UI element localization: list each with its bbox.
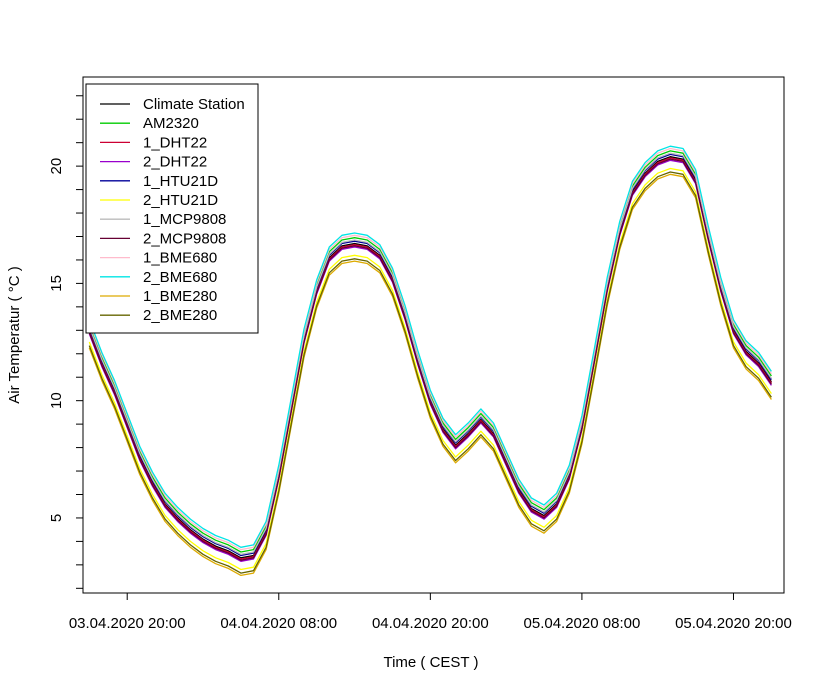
series-line-7 bbox=[88, 158, 772, 561]
legend-label: 1_BME680 bbox=[143, 250, 217, 267]
legend-label: 1_DHT22 bbox=[143, 134, 207, 151]
series-line-10 bbox=[88, 173, 772, 577]
legend-label: 2_BME680 bbox=[143, 269, 217, 286]
legend-label: 2_DHT22 bbox=[143, 154, 207, 171]
series-line-11 bbox=[88, 171, 772, 574]
y-axis-label: Air Temperatur ( °C ) bbox=[6, 266, 23, 403]
legend-label: 1_HTU21D bbox=[143, 173, 218, 190]
y-tick-label: 15 bbox=[48, 275, 65, 292]
legend-label: 2_MCP9808 bbox=[143, 230, 226, 247]
y-tick-label: 20 bbox=[48, 158, 65, 175]
series-line-6 bbox=[88, 152, 772, 555]
x-tick-label: 05.04.2020 08:00 bbox=[524, 615, 641, 632]
series-line-1 bbox=[88, 150, 772, 553]
y-axis: 5 10 15 20 bbox=[48, 95, 83, 589]
legend-label: Climate Station bbox=[143, 96, 245, 113]
series-line-9 bbox=[88, 145, 772, 548]
legend-label: 1_MCP9808 bbox=[143, 211, 226, 228]
legend-label: 1_BME280 bbox=[143, 288, 217, 305]
series-line-5 bbox=[88, 167, 772, 571]
series-layer bbox=[88, 145, 772, 577]
x-tick-label: 04.04.2020 08:00 bbox=[220, 615, 337, 632]
legend-label: 2_HTU21D bbox=[143, 192, 218, 209]
legend-label: AM2320 bbox=[143, 115, 199, 132]
series-line-8 bbox=[88, 147, 772, 551]
x-axis-label: Time ( CEST ) bbox=[383, 654, 478, 671]
legend: Climate Station AM2320 1_DHT22 2_DHT22 1_HTU… bbox=[85, 83, 259, 334]
legend-label: 2_BME280 bbox=[143, 307, 217, 324]
y-tick-label: 5 bbox=[48, 514, 65, 522]
x-tick-label: 03.04.2020 20:00 bbox=[69, 615, 186, 632]
y-tick-label: 10 bbox=[48, 392, 65, 409]
legend-box bbox=[85, 83, 259, 334]
x-axis: 03.04.2020 20:00 04.04.2020 08:00 04.04.20… bbox=[69, 592, 792, 632]
x-tick-label: 04.04.2020 20:00 bbox=[372, 615, 489, 632]
x-tick-label: 05.04.2020 20:00 bbox=[675, 615, 792, 632]
